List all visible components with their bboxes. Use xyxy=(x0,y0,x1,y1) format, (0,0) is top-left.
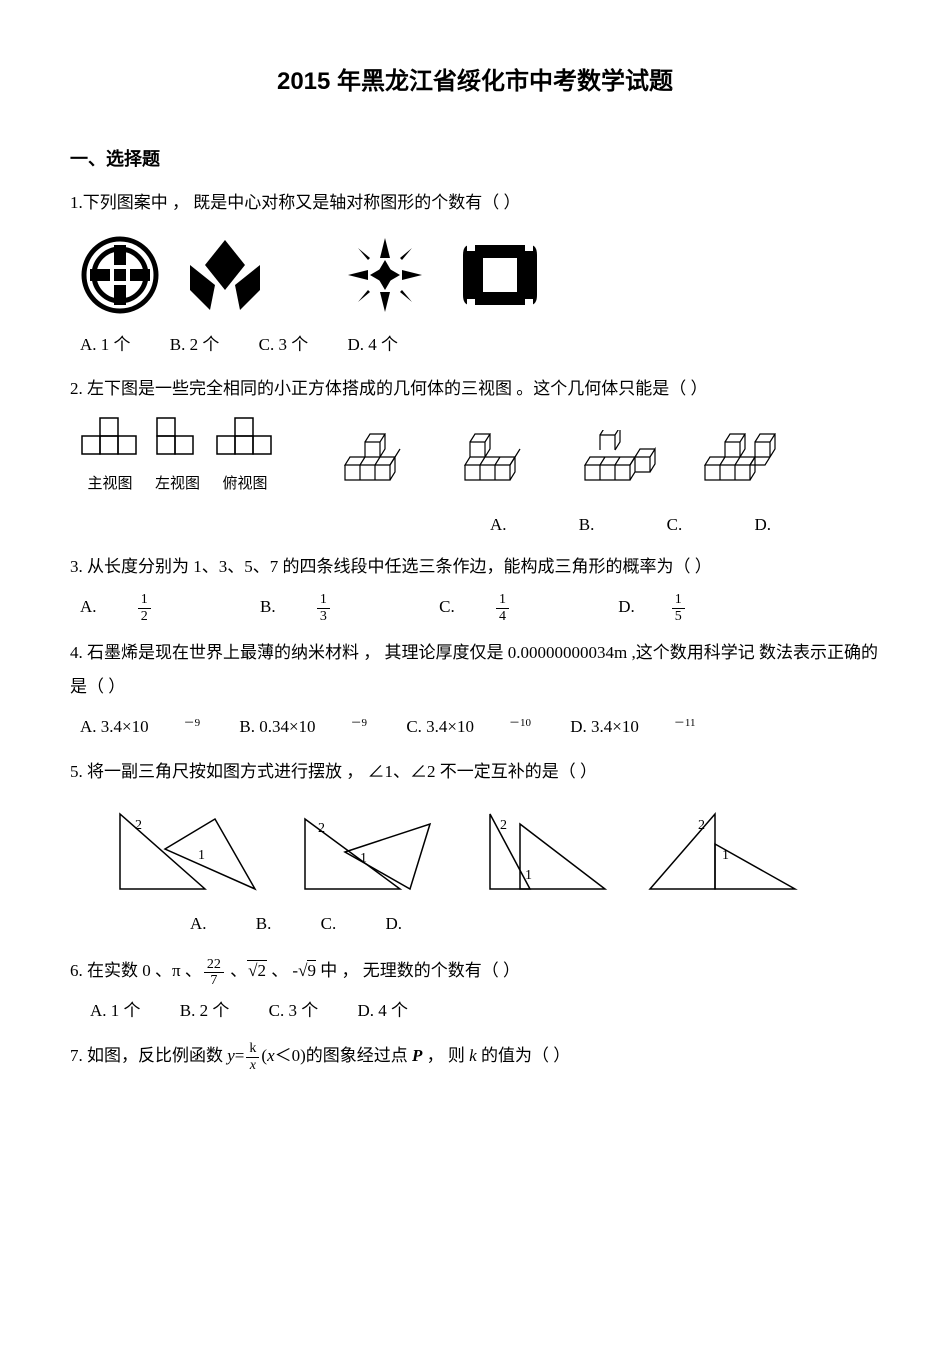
question-2-option-labels: A. B. C. D. xyxy=(490,508,880,542)
cube-option-a xyxy=(340,430,430,485)
symmetry-image-4 xyxy=(455,235,545,315)
svg-text:1: 1 xyxy=(198,848,205,863)
triangle-pair-d: 2 1 xyxy=(640,804,800,899)
q6-opt-c: C. 3 个 xyxy=(269,1001,319,1020)
q3-opt-a: A. 12 xyxy=(80,597,225,616)
q4-opt-d: D. 3.4×10－11 xyxy=(570,717,730,736)
question-1-options: A. 1 个 B. 2 个 C. 3 个 D. 4 个 xyxy=(70,330,880,361)
triangle-pair-c: 2 1 xyxy=(470,804,610,899)
question-3-options: A. 12 B. 13 C. 14 D.15 xyxy=(70,592,880,624)
q5-opt-d: D. xyxy=(385,914,402,933)
q1-opt-a: A. 1 个 xyxy=(80,335,131,354)
page-title: 2015 年黑龙江省绥化市中考数学试题 xyxy=(70,60,880,103)
q1-opt-d: D. 4 个 xyxy=(347,335,398,354)
triangle-pair-b: 2 1 xyxy=(290,804,440,899)
q3-opt-d: D.15 xyxy=(618,597,755,616)
question-3-text: 3. 从长度分别为 1、3、5、7 的四条线段中任选三条作边，能构成三角形的概率… xyxy=(70,550,880,584)
question-4-text: 4. 石墨烯是现在世界上最薄的纳米材料 ， 其理论厚度仅是 0.00000000… xyxy=(70,636,880,704)
q4-opt-b: B. 0.34×10－9 xyxy=(239,717,402,736)
q4-opt-c: C. 3.4×10－10 xyxy=(406,717,566,736)
q3-opt-c: C. 14 xyxy=(439,597,583,616)
top-view: 俯视图 xyxy=(215,416,275,498)
q5-opt-c: C. xyxy=(321,914,337,933)
question-6-text: 6. 在实数 0 、π 、227 、√2 、 -√9 中 ， 无理数的个数有（ … xyxy=(70,954,880,988)
left-view: 左视图 xyxy=(155,416,200,498)
q5-opt-b: B. xyxy=(256,914,272,933)
q1-opt-b: B. 2 个 xyxy=(170,335,220,354)
q5-opt-a: A. xyxy=(190,914,207,933)
cube-option-d xyxy=(700,430,790,485)
question-6-options: A. 1 个 B. 2 个 C. 3 个 D. 4 个 xyxy=(70,996,880,1027)
question-5-images: 2 1 2 1 2 1 2 1 xyxy=(110,804,880,899)
section-header: 一、选择题 xyxy=(70,143,880,175)
svg-text:2: 2 xyxy=(318,821,325,836)
svg-text:2: 2 xyxy=(698,818,705,833)
svg-text:1: 1 xyxy=(525,868,532,883)
question-2-text: 2. 左下图是一些完全相同的小正方体搭成的几何体的三视图 。这个几何体只能是（ … xyxy=(70,372,880,406)
svg-text:2: 2 xyxy=(500,818,507,833)
symmetry-image-3 xyxy=(340,230,430,320)
q6-opt-a: A. 1 个 xyxy=(90,1001,141,1020)
q6-opt-d: D. 4 个 xyxy=(357,1001,408,1020)
q3-opt-b: B. 13 xyxy=(260,597,404,616)
svg-text:1: 1 xyxy=(722,848,729,863)
question-5-option-labels: A. B. C. D. xyxy=(190,909,880,940)
q4-opt-a: A. 3.4×10－9 xyxy=(80,717,235,736)
svg-text:1: 1 xyxy=(360,851,367,866)
triangle-pair-a: 2 1 xyxy=(110,804,260,899)
question-7-text: 7. 如图，反比例函数 y=kx(x＜0)的图象经过点 P ， 则 k 的值为（… xyxy=(70,1039,880,1073)
question-5-text: 5. 将一副三角尺按如图方式进行摆放 ， ∠1、∠2 不一定互补的是（ ） xyxy=(70,755,880,789)
question-1-text: 1.下列图案中 ， 既是中心对称又是轴对称图形的个数有（ ） xyxy=(70,186,880,220)
q1-opt-c: C. 3 个 xyxy=(259,335,309,354)
symmetry-image-2 xyxy=(185,235,265,315)
cube-option-b xyxy=(460,430,550,485)
symmetry-image-1 xyxy=(80,235,160,315)
svg-text:2: 2 xyxy=(135,818,142,833)
question-1-images xyxy=(70,230,880,320)
question-4-options: A. 3.4×10－9 B. 0.34×10－9 C. 3.4×10－10 D.… xyxy=(70,712,880,743)
cube-option-c xyxy=(580,430,670,485)
main-view: 主视图 xyxy=(80,416,140,498)
question-2-images: 主视图 左视图 俯视图 xyxy=(70,416,880,498)
q6-opt-b: B. 2 个 xyxy=(180,1001,230,1020)
